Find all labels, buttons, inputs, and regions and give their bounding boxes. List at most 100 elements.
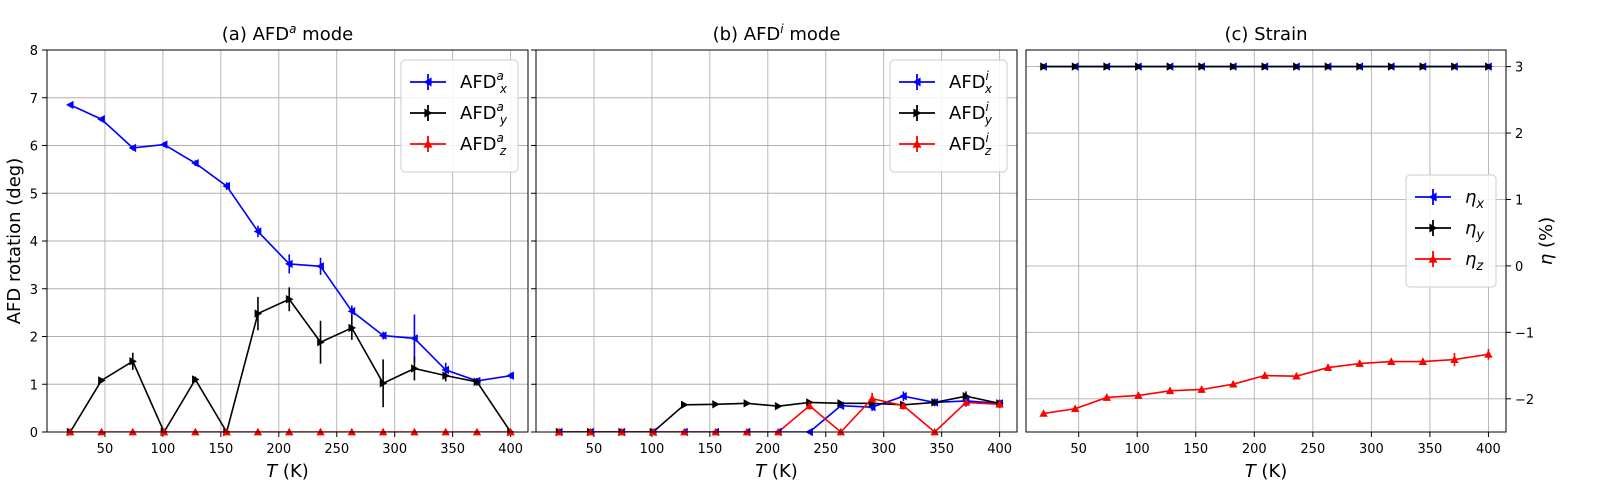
legend-label-base: η <box>1465 249 1476 270</box>
data-point <box>961 398 971 406</box>
x-tick-label: 150 <box>1183 442 1208 457</box>
chart-title-suffix: mode <box>296 24 353 45</box>
data-point <box>899 391 907 401</box>
data-point <box>774 402 783 411</box>
x-tick-label: 300 <box>1359 442 1384 457</box>
x-axis-unit: (K) <box>766 461 798 482</box>
x-tick-label: 300 <box>382 442 407 457</box>
y-tick-label: 1 <box>30 378 38 393</box>
data-point <box>837 399 846 408</box>
x-tick-label: 150 <box>697 442 722 457</box>
y-tick-label: 5 <box>30 187 38 202</box>
data-point <box>378 331 387 340</box>
legend-label-superscript: i <box>986 100 990 114</box>
data-point <box>899 401 908 410</box>
legend-marker <box>423 139 433 148</box>
data-point <box>1135 62 1143 71</box>
data-point <box>1355 359 1364 367</box>
y-tick-label: 7 <box>30 92 38 107</box>
legend-label-superscript: i <box>986 131 990 145</box>
data-point <box>1134 391 1143 399</box>
data-point <box>316 262 324 271</box>
data-point <box>1387 357 1396 365</box>
y-tick-label: −2 <box>1515 393 1534 408</box>
x-tick-label: 400 <box>1476 442 1501 457</box>
data-point <box>222 181 231 191</box>
data-point <box>1229 62 1238 71</box>
chart-title-text: (a) AFD <box>222 24 289 45</box>
data-point <box>1198 62 1206 71</box>
legend-entry-0: ηx <box>1465 187 1484 212</box>
y-tick-label: 3 <box>1515 61 1523 76</box>
data-point <box>1165 386 1175 395</box>
x-tick-label: 200 <box>266 442 291 457</box>
legend-marker <box>1428 192 1437 202</box>
data-point <box>962 391 971 401</box>
y-axis-variable: η <box>1536 254 1557 265</box>
x-tick-label: 100 <box>150 442 175 457</box>
legend-label-base: AFD <box>460 134 497 155</box>
y-tick-label: 3 <box>30 283 38 298</box>
data-point <box>1040 62 1048 71</box>
legend-label-superscript: a <box>497 69 504 83</box>
chart-title: (b) AFDi mode <box>713 22 841 45</box>
chart-title: (c) Strain <box>1225 24 1308 45</box>
x-tick-label: 50 <box>1070 442 1087 457</box>
data-point <box>867 394 877 402</box>
legend-label-base: AFD <box>460 103 497 124</box>
data-point <box>1356 62 1364 71</box>
y-tick-label: 6 <box>30 140 38 155</box>
legend-label-subscript: y <box>499 113 508 127</box>
legend-label-base: AFD <box>949 103 986 124</box>
data-point <box>1070 404 1080 413</box>
data-point <box>1292 371 1301 380</box>
data-point <box>1039 409 1048 417</box>
x-axis-label: T (K) <box>1245 461 1288 482</box>
data-point <box>805 401 814 410</box>
x-axis-unit: (K) <box>277 461 309 482</box>
data-point <box>1261 62 1270 71</box>
chart-title: (a) AFDa mode <box>222 22 353 45</box>
x-tick-label: 250 <box>1300 442 1325 457</box>
data-point <box>285 295 294 304</box>
data-point <box>191 158 199 168</box>
legend-marker <box>424 108 433 118</box>
panel-c: 50 100 150 200 250 300 350 400 −2 −1 0 1 2 3 (c) Strai… <box>1025 24 1557 482</box>
data-point <box>1451 62 1459 71</box>
y-tick-label: 8 <box>30 44 38 59</box>
chart-title-suffix: mode <box>784 24 841 45</box>
data-point <box>743 399 752 408</box>
data-point <box>97 115 105 124</box>
legend-entry-1: ηy <box>1465 218 1484 243</box>
legend-marker <box>913 108 922 118</box>
x-tick-label: 100 <box>1125 442 1150 457</box>
data-point <box>348 323 357 333</box>
legend-label-base: η <box>1465 187 1476 208</box>
legend-entry-2: ηz <box>1465 249 1484 274</box>
legend-entry-0: AFDa x <box>460 69 508 96</box>
x-tick-label: 50 <box>586 442 603 457</box>
legend-marker <box>912 77 921 87</box>
chart-title-text: (b) AFD <box>713 24 781 45</box>
data-point <box>1103 62 1111 71</box>
x-tick-label: 150 <box>208 442 233 457</box>
legend-label-subscript: x <box>1475 197 1484 212</box>
data-point <box>1260 371 1270 379</box>
y-axis-label: η (%) <box>1536 217 1557 265</box>
data-point <box>1323 363 1333 371</box>
data-point <box>1418 357 1428 365</box>
x-axis-label: T (K) <box>755 461 798 482</box>
legend-entry-2: AFDa z <box>460 131 507 158</box>
y-axis-label: AFD rotation (deg) <box>4 158 25 325</box>
x-tick-label: 350 <box>440 442 465 457</box>
data-point <box>1484 350 1493 358</box>
y-tick-label: −1 <box>1515 326 1534 341</box>
plot-frame <box>535 49 1018 433</box>
x-tick-label: 100 <box>639 442 664 457</box>
legend-marker <box>1429 223 1438 233</box>
chart-title-superscript: i <box>780 22 784 36</box>
legend-label-base: η <box>1465 218 1476 239</box>
